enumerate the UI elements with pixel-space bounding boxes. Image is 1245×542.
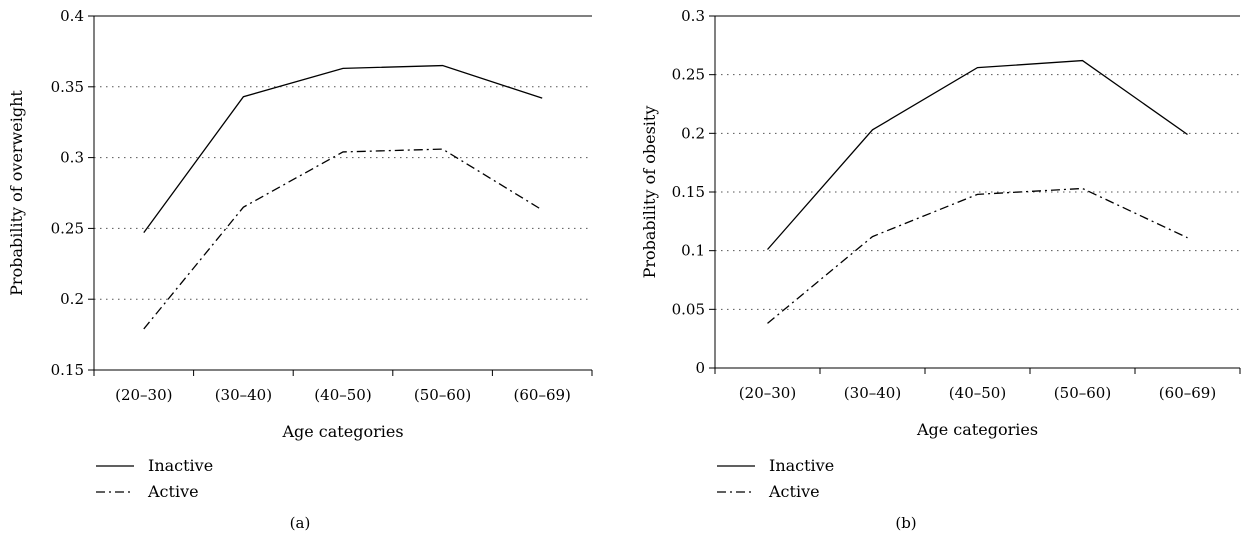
y-tick-label: 0.4 <box>60 7 84 25</box>
y-tick-label: 0.25 <box>672 66 705 84</box>
series-line-inactive <box>767 59 1188 250</box>
y-tick-label: 0.3 <box>60 149 84 167</box>
y-tick-label: 0.25 <box>51 219 84 237</box>
series-line-inactive <box>143 64 543 234</box>
legend-label: Inactive <box>769 456 834 475</box>
series-line-active <box>767 187 1188 324</box>
panel-label: (b) <box>895 514 916 532</box>
y-tick-label: 0 <box>695 359 705 377</box>
x-tick-label: (30–40) <box>215 386 272 404</box>
y-tick-label: 0.05 <box>672 300 705 318</box>
y-axis-title: Probability of obesity <box>640 106 659 279</box>
legend-label: Active <box>768 482 820 501</box>
legend-label: Inactive <box>148 456 213 475</box>
y-tick-label: 0.15 <box>672 183 705 201</box>
legend-label: Active <box>147 482 199 501</box>
y-tick-label: 0.2 <box>60 290 84 308</box>
y-tick-label: 0.35 <box>51 78 84 96</box>
chart-panel-1: 0.15 0.2 0.25 0.3 0.35 0.4 (20–30) (30–40) (40–5… <box>7 7 593 532</box>
x-tick-label: (40–50) <box>949 384 1006 402</box>
x-tick-label: (50–60) <box>414 386 471 404</box>
x-axis-title: Age categories <box>281 422 403 441</box>
panel-label: (a) <box>290 514 311 532</box>
x-tick-label: (60–69) <box>1159 384 1216 402</box>
x-tick-label: (60–69) <box>514 386 571 404</box>
x-tick-label: (40–50) <box>314 386 371 404</box>
x-tick-label: (20–30) <box>115 386 172 404</box>
y-axis-title: Probability of overweight <box>7 90 26 296</box>
y-tick-label: 0.3 <box>681 7 705 25</box>
y-tick-label: 0.2 <box>681 124 705 142</box>
x-axis-title: Age categories <box>916 420 1038 439</box>
x-tick-label: (20–30) <box>739 384 796 402</box>
chart-panel-2: 0 0.05 0.1 0.15 0.2 0.25 0.3 (20–30) (30–40) (40–… <box>640 7 1241 532</box>
x-tick-label: (50–60) <box>1054 384 1111 402</box>
y-tick-label: 0.1 <box>681 242 705 260</box>
series-line-active <box>143 148 543 330</box>
x-tick-label: (30–40) <box>844 384 901 402</box>
y-tick-label: 0.15 <box>51 361 84 379</box>
